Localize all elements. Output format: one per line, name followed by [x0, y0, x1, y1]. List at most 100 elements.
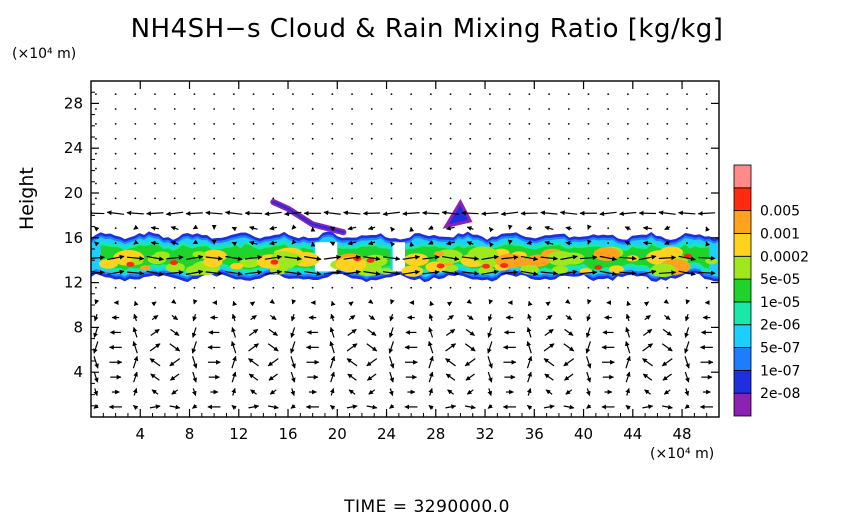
- wind-vector: [231, 226, 237, 232]
- wind-dot: [232, 108, 235, 110]
- wind-vector: [428, 371, 434, 383]
- wind-dot: [232, 286, 235, 289]
- wind-dot: [213, 197, 216, 200]
- wind-vector: [678, 270, 696, 277]
- wind-vector: [367, 298, 374, 304]
- wind-vector: [284, 271, 302, 276]
- wind-vector: [422, 255, 440, 260]
- wind-vector: [366, 404, 378, 410]
- wind-vector: [585, 356, 592, 369]
- wind-dot: [410, 137, 413, 140]
- wind-dot: [272, 167, 275, 170]
- colorbar-label: 2e-06: [760, 318, 800, 334]
- colorbar-swatch: [733, 347, 752, 371]
- wind-vector: [126, 270, 145, 276]
- wind-vector: [428, 240, 434, 245]
- wind-vector: [466, 389, 474, 395]
- wind-vector: [642, 373, 653, 381]
- wind-dot: [528, 93, 531, 96]
- wind-dot: [469, 122, 472, 125]
- wind-dot: [646, 182, 649, 185]
- wind-vector: [268, 404, 279, 410]
- wind-dot: [627, 78, 629, 80]
- wind-dot: [331, 286, 334, 289]
- wind-dot: [429, 137, 432, 140]
- x-tick-label: 20: [328, 425, 347, 443]
- wind-dot: [370, 286, 373, 289]
- wind-dot: [95, 182, 97, 185]
- wind-dot: [528, 286, 531, 289]
- x-tick-label: 36: [525, 425, 544, 443]
- wind-vector: [126, 210, 144, 216]
- x-axis-unit: (×10⁴ m): [650, 446, 715, 462]
- wind-dot: [390, 93, 393, 96]
- wind-vector: [382, 271, 401, 276]
- wind-dot: [508, 182, 511, 185]
- wind-dot: [95, 167, 97, 170]
- wind-vector: [625, 326, 631, 338]
- wind-vector: [544, 373, 554, 381]
- wind-vector: [264, 254, 283, 260]
- colorbar-label: 0.001: [760, 226, 800, 242]
- wind-vector: [563, 358, 575, 367]
- wind-dot: [646, 286, 649, 289]
- wind-dot: [311, 167, 314, 170]
- wind-vector: [346, 404, 358, 410]
- wind-dot: [508, 122, 511, 125]
- cloud-blob: [271, 251, 294, 263]
- wind-dot: [331, 167, 334, 170]
- wind-vector: [132, 355, 139, 369]
- wind-vector: [146, 211, 164, 216]
- x-tick-label: 4: [135, 425, 145, 443]
- wind-dot: [272, 122, 275, 125]
- wind-dot: [232, 197, 235, 200]
- wind-vector: [248, 404, 260, 410]
- wind-vector: [678, 210, 696, 216]
- wind-vector: [565, 241, 572, 246]
- wind-dot: [390, 197, 393, 200]
- wind-dot: [371, 78, 373, 80]
- wind-vector: [684, 388, 690, 397]
- wind-dot: [567, 286, 570, 289]
- wind-vector: [250, 314, 257, 321]
- wind-dot: [95, 137, 97, 140]
- wind-dot: [450, 78, 452, 80]
- wind-vector: [133, 224, 139, 230]
- wind-dot: [351, 78, 353, 80]
- wind-dot: [370, 108, 373, 110]
- wind-vector: [684, 371, 690, 383]
- wind-dot: [449, 167, 452, 170]
- wind-vector: [564, 373, 574, 381]
- wind-dot: [410, 122, 413, 125]
- wind-dot: [607, 78, 609, 80]
- wind-vector: [290, 356, 296, 369]
- wind-vector: [705, 241, 710, 247]
- wind-vector: [291, 299, 297, 305]
- wind-vector: [192, 403, 198, 409]
- cloud-blob-red: [126, 261, 135, 267]
- wind-vector: [698, 255, 716, 261]
- wind-vector: [587, 299, 592, 305]
- wind-vector: [663, 298, 669, 304]
- wind-vector: [269, 240, 277, 246]
- wind-vector: [192, 239, 199, 245]
- wind-vector: [93, 313, 99, 322]
- wind-dot: [292, 137, 294, 140]
- y-tick-label: 28: [64, 94, 83, 112]
- wind-dot: [114, 122, 117, 125]
- wind-vector: [466, 241, 474, 246]
- wind-vector: [402, 254, 421, 260]
- wind-vector: [488, 241, 494, 248]
- wind-vector: [662, 328, 672, 337]
- wind-dot: [686, 137, 688, 140]
- wind-dot: [626, 182, 629, 185]
- wind-dot: [429, 108, 432, 110]
- colorbar-swatch: [733, 324, 752, 348]
- wind-dot: [469, 78, 471, 80]
- wind-vector: [447, 389, 454, 395]
- wind-vector: [362, 211, 381, 216]
- wind-vector: [329, 341, 335, 354]
- wind-dot: [508, 167, 511, 170]
- wind-vector: [231, 241, 237, 247]
